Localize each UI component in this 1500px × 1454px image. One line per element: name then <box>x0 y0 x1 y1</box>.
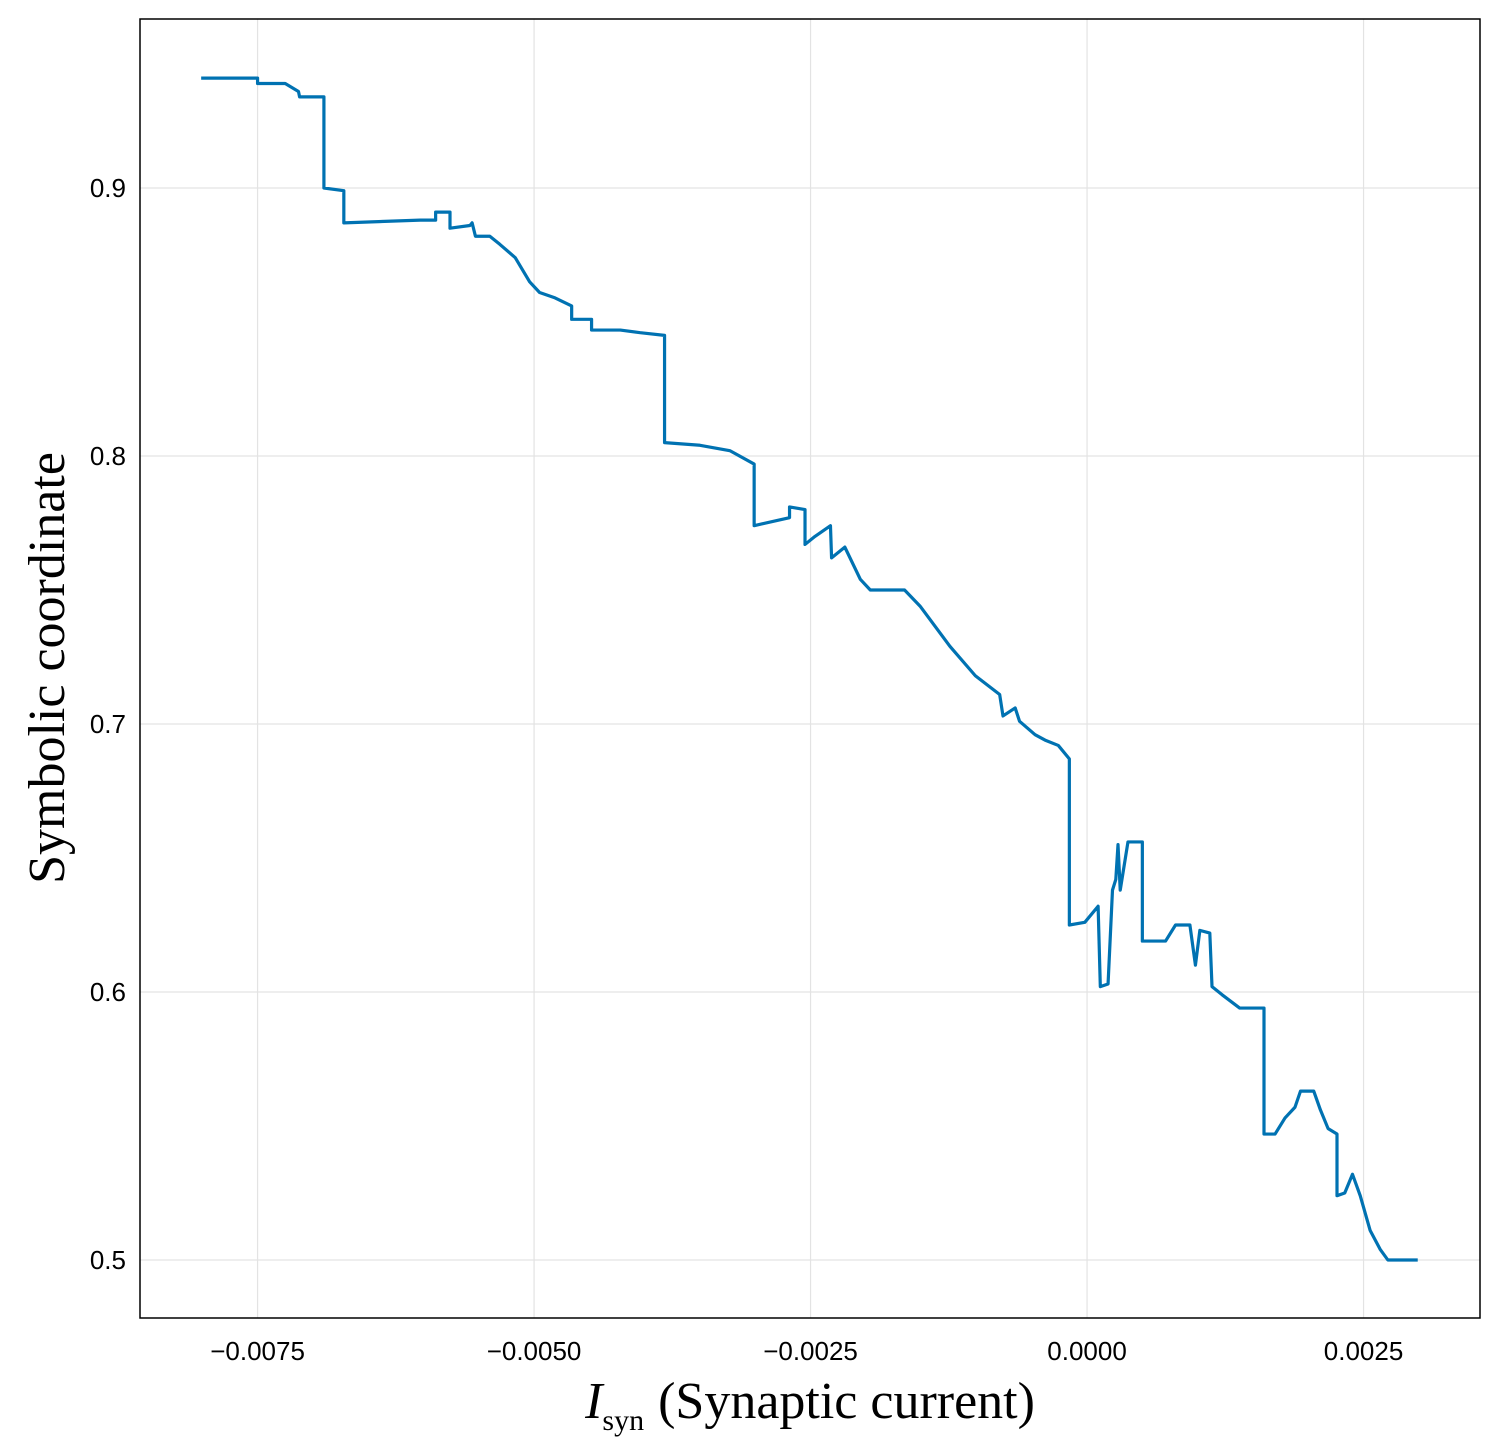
x-tick-label: −0.0050 <box>487 1336 582 1366</box>
y-axis-label: Symbolic coordinate <box>19 452 76 884</box>
y-tick-label: 0.6 <box>90 977 126 1007</box>
x-label-subscript: syn <box>602 1404 644 1437</box>
x-label-symbol: I <box>584 1373 605 1430</box>
x-tick-label: 0.0025 <box>1324 1336 1404 1366</box>
y-tick-label: 0.9 <box>90 173 126 203</box>
x-axis-label: Isyn (Synaptic current) <box>584 1373 1035 1437</box>
x-tick-label: −0.0025 <box>763 1336 858 1366</box>
x-label-text: (Synaptic current) <box>658 1373 1035 1430</box>
plot-frame <box>139 18 1481 1319</box>
y-tick-label: 0.7 <box>90 709 126 739</box>
x-tick-label: 0.0000 <box>1047 1336 1127 1366</box>
x-tick-label: −0.0075 <box>210 1336 305 1366</box>
data-line <box>201 76 1418 1262</box>
y-tick-label: 0.8 <box>90 441 126 471</box>
y-tick-label: 0.5 <box>90 1245 126 1275</box>
